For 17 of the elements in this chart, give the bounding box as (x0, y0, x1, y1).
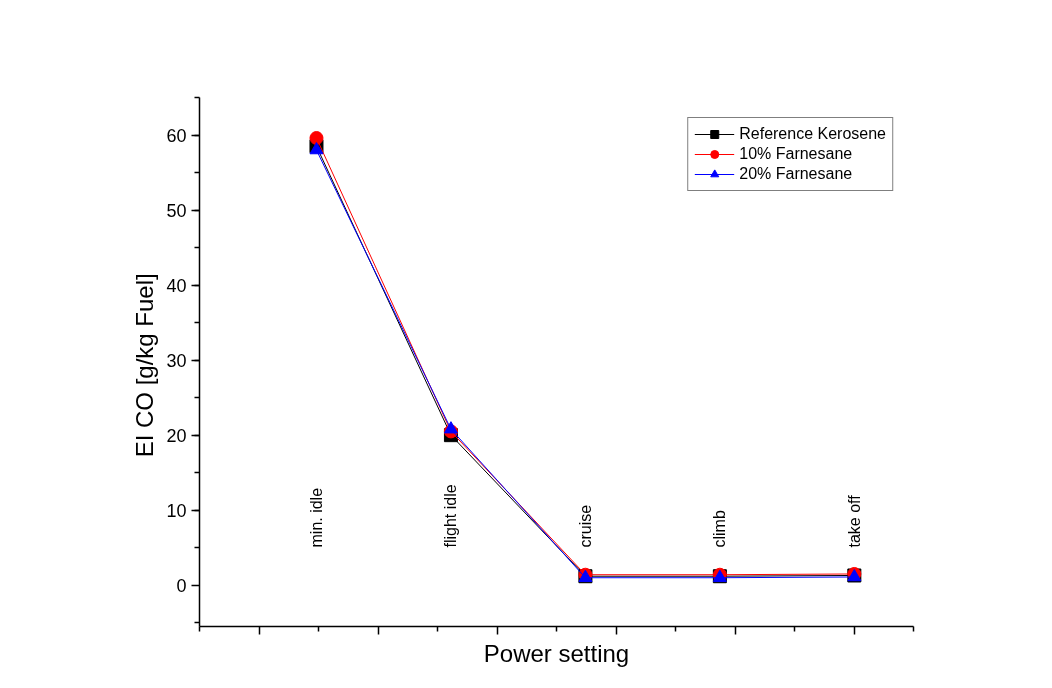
y-tick-label: 10 (166, 500, 187, 521)
y-tick-label: 30 (166, 350, 187, 371)
x-tick-label: climb (711, 510, 729, 548)
x-tick-label: take off (845, 494, 863, 548)
y-tick-label: 0 (176, 575, 187, 596)
x-tick-label: min. idle (307, 487, 325, 548)
legend-label: 10% Farnesane (739, 145, 853, 163)
y-axis-title: EI CO [g/kg Fuel] (131, 273, 159, 458)
x-axis-title: Power setting (483, 639, 630, 667)
y-tick-label: 40 (166, 275, 187, 296)
x-tick-label: cruise (576, 504, 594, 548)
y-tick-label: 20 (166, 425, 187, 446)
legend-label: Reference Kerosene (739, 125, 886, 143)
y-tick-label: 50 (166, 200, 187, 221)
y-tick-label: 60 (166, 125, 187, 146)
legend-label: 20% Farnesane (739, 165, 853, 183)
x-tick-label: flight idle (442, 484, 460, 548)
